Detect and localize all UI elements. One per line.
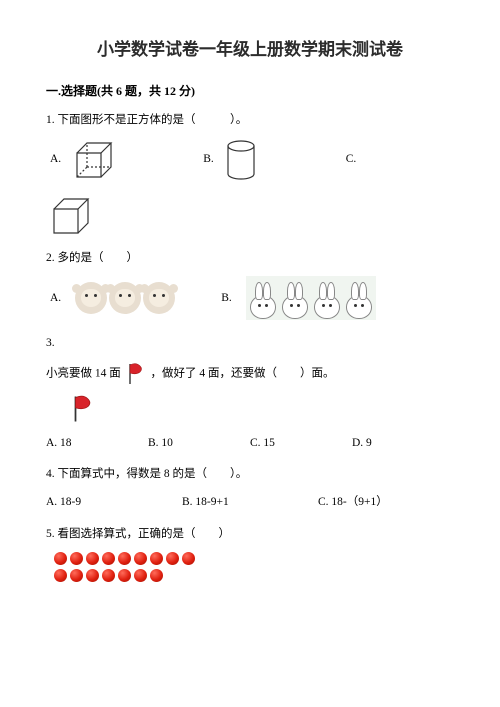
q3-choices: A. 18 B. 10 C. 15 D. 9 — [46, 434, 454, 454]
dot-icon — [118, 569, 131, 582]
question-3: 3. 小亮要做 14 面 ，做好了 4 面，还要做（ ）面。 A. 18 B. … — [46, 334, 454, 453]
q3-text-b: ，做好了 4 面，还要做（ ）面。 — [151, 368, 335, 380]
question-5: 5. 看图选择算式，正确的是（ ） — [46, 525, 454, 583]
q5-text: 5. 看图选择算式，正确的是（ ） — [46, 525, 454, 545]
q2-label-b: B. — [221, 289, 232, 309]
q1-choices: A. B. C. — [50, 139, 454, 181]
q4-choice-a: A. 18-9 — [46, 493, 182, 513]
dot-icon — [150, 569, 163, 582]
dot-icon — [102, 569, 115, 582]
q2-text: 2. 多的是（ ） — [46, 249, 454, 269]
monkey-icon — [75, 282, 107, 314]
dot-icon — [54, 552, 67, 565]
page-title: 小学数学试卷一年级上册数学期末测试卷 — [46, 36, 454, 65]
dot-icon — [134, 552, 147, 565]
q5-dots-row1 — [54, 552, 454, 565]
dot-icon — [150, 552, 163, 565]
q3-choice-b: B. 10 — [148, 434, 250, 454]
dot-icon — [70, 552, 83, 565]
flag-inline — [126, 362, 146, 386]
q1-label-c: C. — [346, 150, 357, 170]
flag-icon — [126, 362, 146, 386]
flag-icon — [70, 394, 96, 424]
q1-label-a: A. — [50, 150, 61, 170]
monkey-icon — [109, 282, 141, 314]
bunnies-group — [246, 276, 376, 320]
q3-choice-c: C. 15 — [250, 434, 352, 454]
dot-icon — [166, 552, 179, 565]
q1-label-b: B. — [203, 150, 214, 170]
cylinder-icon — [224, 139, 258, 181]
cube-icon — [71, 139, 115, 181]
question-1: 1. 下面图形不是正方体的是（ ）。 A. B. C. — [46, 111, 454, 237]
q2-label-a: A. — [50, 289, 61, 309]
dot-icon — [54, 569, 67, 582]
dot-icon — [182, 552, 195, 565]
q1-extra-shape — [48, 195, 454, 237]
q3-body: 小亮要做 14 面 ，做好了 4 面，还要做（ ）面。 — [46, 362, 454, 386]
q4-choice-b: B. 18-9+1 — [182, 493, 318, 513]
q4-choice-c: C. 18-（9+1） — [318, 493, 454, 513]
dot-icon — [134, 569, 147, 582]
q3-num: 3. — [46, 334, 454, 354]
question-4: 4. 下面算式中，得数是 8 的是（ ）。 A. 18-9 B. 18-9+1 … — [46, 465, 454, 512]
bunny-icon — [311, 277, 343, 319]
dot-icon — [86, 552, 99, 565]
monkey-icon — [143, 282, 175, 314]
q3-text-a: 小亮要做 14 面 — [46, 368, 121, 380]
bunny-icon — [279, 277, 311, 319]
bunny-icon — [247, 277, 279, 319]
q1-text: 1. 下面图形不是正方体的是（ ）。 — [46, 111, 454, 131]
section-header: 一.选择题(共 6 题，共 12 分) — [46, 81, 454, 101]
dot-icon — [102, 552, 115, 565]
bunny-icon — [343, 277, 375, 319]
cube-outline-icon — [48, 195, 92, 237]
dot-icon — [118, 552, 131, 565]
section-meta: (共 6 题，共 12 分) — [97, 84, 195, 98]
section-label: 一.选择题 — [46, 84, 97, 98]
q4-text: 4. 下面算式中，得数是 8 的是（ ）。 — [46, 465, 454, 485]
q3-flag-large — [70, 394, 454, 424]
q2-choices: A. B. — [50, 276, 454, 320]
q3-choice-a: A. 18 — [46, 434, 148, 454]
dot-icon — [70, 569, 83, 582]
question-2: 2. 多的是（ ） A. B. — [46, 249, 454, 321]
monkeys-group — [75, 282, 175, 314]
dot-icon — [86, 569, 99, 582]
q5-dots-row2 — [54, 569, 454, 582]
q4-choices: A. 18-9 B. 18-9+1 C. 18-（9+1） — [46, 493, 454, 513]
q3-choice-d: D. 9 — [352, 434, 454, 454]
